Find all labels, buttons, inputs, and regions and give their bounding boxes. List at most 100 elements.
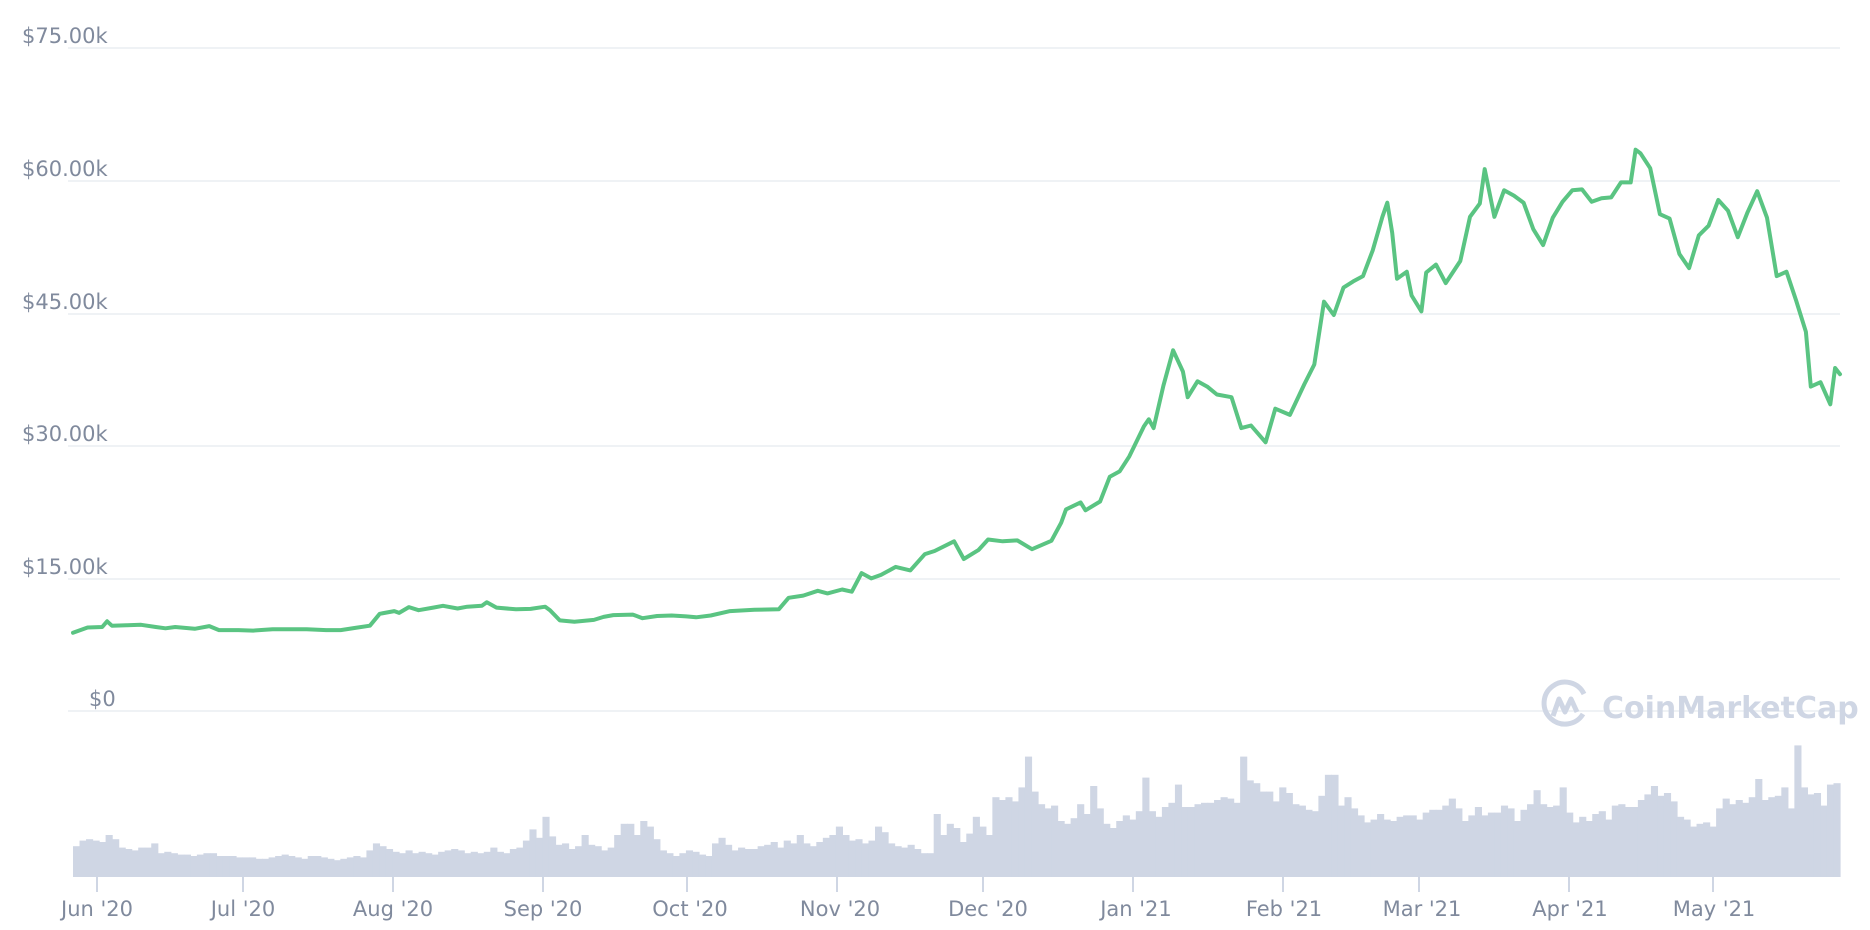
volume-bar <box>1585 821 1593 877</box>
volume-bar <box>535 837 544 877</box>
volume-bar <box>1083 814 1091 877</box>
volume-bar <box>1227 798 1235 877</box>
volume-bar <box>601 850 609 877</box>
volume-bar <box>1403 815 1411 877</box>
volume-bar <box>698 854 707 877</box>
volume-bar <box>1207 802 1215 877</box>
volume-bar <box>633 835 641 877</box>
volume-bar <box>157 853 165 877</box>
x-label-jul-20: Jul '20 <box>209 897 276 921</box>
volume-bar <box>959 842 967 877</box>
volume-bar <box>1357 815 1365 877</box>
volume-bar <box>1331 774 1339 877</box>
volume-bar <box>751 849 759 877</box>
volume-bar <box>288 856 296 877</box>
volume-bar <box>679 853 687 877</box>
volume-bar <box>757 846 765 877</box>
volume-bar <box>236 857 244 877</box>
volume-bar <box>998 800 1006 877</box>
volume-bar <box>340 858 348 877</box>
volume-bar <box>1703 822 1711 877</box>
volume-bar <box>659 850 667 877</box>
volume-bar <box>1572 822 1580 877</box>
volume-bar <box>744 849 752 877</box>
volume-bar <box>1044 808 1052 877</box>
volume-bar <box>907 844 915 877</box>
volume-bar <box>1422 812 1430 877</box>
volume-bar <box>1344 797 1352 877</box>
volume-bar <box>1696 823 1704 877</box>
x-label-dec-20: Dec '20 <box>948 897 1028 921</box>
volume-bar <box>1383 819 1391 877</box>
volume-bar <box>666 853 674 877</box>
volume-bar <box>803 843 811 877</box>
volume-bar <box>470 851 478 877</box>
volume-bar <box>431 854 439 877</box>
volume-bar <box>1259 791 1267 877</box>
volume-bar <box>738 847 746 877</box>
volume-bar <box>868 840 876 877</box>
volume-bar <box>1038 804 1046 877</box>
volume-bar <box>627 823 635 877</box>
volume-bar <box>822 837 830 877</box>
volume-bar <box>1716 808 1724 877</box>
volume-bar <box>320 857 328 877</box>
volume-bar <box>1181 807 1189 877</box>
volume-bar <box>1637 800 1645 877</box>
volume-bar <box>190 856 198 877</box>
volume-bar <box>1090 786 1098 877</box>
volume-bar <box>1500 805 1509 877</box>
volume-bar <box>1370 819 1378 877</box>
volume-bar <box>594 846 602 877</box>
volume-bar <box>222 856 231 877</box>
volume-bar <box>509 849 517 877</box>
volume-bar <box>1794 745 1802 877</box>
price-line[interactable] <box>71 147 1842 635</box>
volume-bar <box>418 851 426 877</box>
volume-bar <box>1318 795 1326 877</box>
volume-bar <box>242 857 250 877</box>
volume-bar <box>164 851 172 877</box>
volume-bar <box>1474 807 1482 877</box>
volume-bar <box>548 836 557 877</box>
volume-bar <box>1598 811 1606 877</box>
volume-bar <box>203 853 211 877</box>
volume-bar <box>1168 802 1176 877</box>
volume-bar <box>1240 756 1248 877</box>
volume-bar <box>1194 804 1202 877</box>
volume-bar <box>1337 805 1346 877</box>
volume-bar <box>516 847 524 877</box>
volume-bar <box>705 856 713 877</box>
volume-bar <box>1364 822 1372 877</box>
x-axis: Jun '20 Jul '20 Aug '20 Sep '20 Oct '20 … <box>59 877 1755 921</box>
volume-bar <box>881 832 889 877</box>
volume-bar <box>346 857 354 877</box>
volume-bar <box>1487 812 1496 877</box>
volume-bar <box>1011 801 1020 877</box>
volume-bar <box>125 849 133 877</box>
volume-bar <box>1461 821 1469 877</box>
coinmarketcap-logo-icon <box>1541 679 1587 727</box>
volume-bar <box>992 797 1000 877</box>
volume-bar <box>1174 784 1183 877</box>
volume-bar <box>1650 786 1659 877</box>
volume-bar <box>268 857 276 877</box>
volume-bar <box>118 847 126 877</box>
volume-bar <box>796 835 804 877</box>
coinmarketcap-watermark: CoinMarketCap <box>1541 679 1859 727</box>
volume-bar <box>1657 795 1665 877</box>
volume-bar <box>940 835 948 877</box>
volume-bar <box>809 846 817 877</box>
volume-bar <box>1018 787 1026 877</box>
volume-bar <box>1064 823 1072 877</box>
volume-bar <box>131 850 139 877</box>
volume-bar <box>1690 826 1698 877</box>
volume-bar <box>855 839 863 877</box>
volume-bar <box>255 858 263 877</box>
volume-bar <box>888 843 896 877</box>
x-label-feb-21: Feb '21 <box>1246 897 1322 921</box>
volume-bar <box>151 843 159 877</box>
volume-bar <box>1279 787 1287 877</box>
volume-bar <box>177 854 185 877</box>
